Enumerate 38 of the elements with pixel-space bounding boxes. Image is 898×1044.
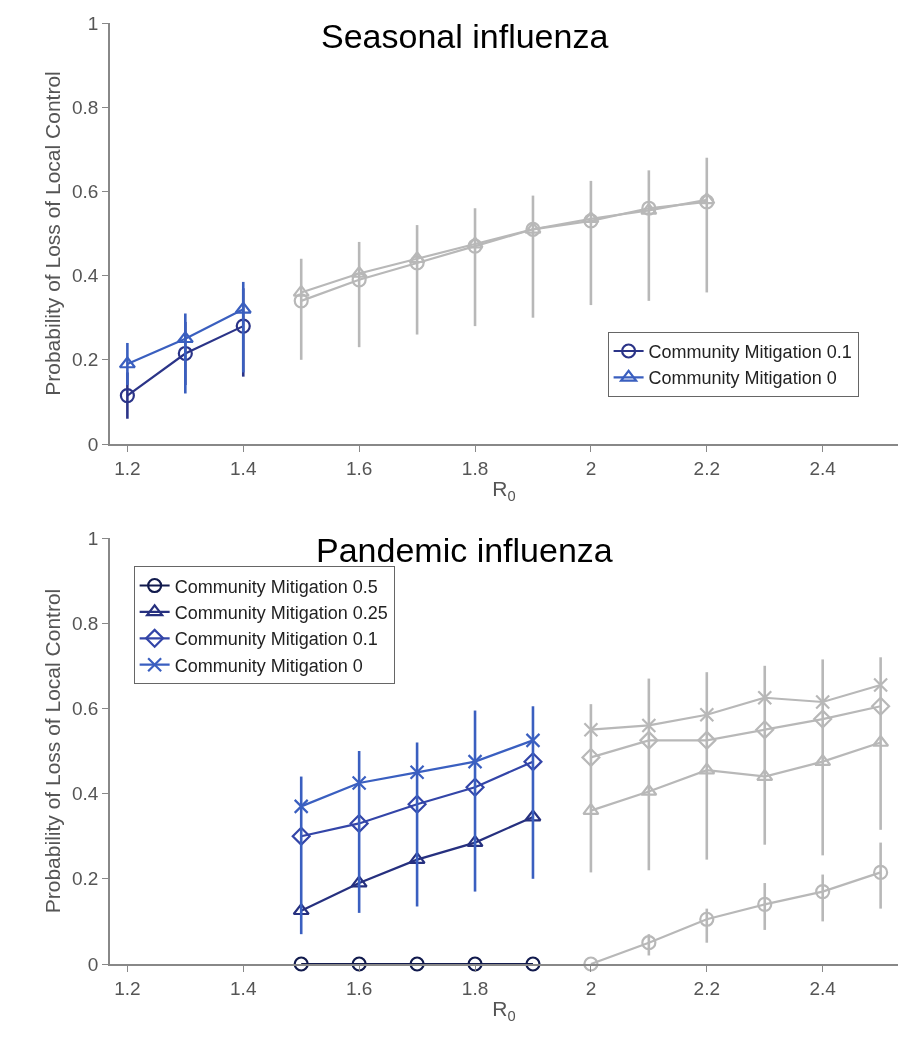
legend-label: Community Mitigation 0 xyxy=(174,655,363,676)
x-tick-label: 1.6 xyxy=(345,977,373,999)
y-tick-label: 0.2 xyxy=(72,349,99,371)
chart-title: Seasonal influenza xyxy=(321,17,609,55)
y-tick-label: 0.8 xyxy=(72,96,99,118)
x-tick-label: 2.2 xyxy=(693,457,720,479)
y-tick-label: 0.6 xyxy=(72,181,99,203)
y-tick-label: 0 xyxy=(87,433,99,455)
y-tick-label: 0.4 xyxy=(72,265,99,287)
x-tick-label: 2 xyxy=(585,457,597,479)
y-tick-label: 1 xyxy=(87,12,99,34)
x-tick-label: 1.8 xyxy=(461,457,489,479)
y-tick-label: 0.6 xyxy=(72,698,99,720)
x-tick-label: 2.4 xyxy=(809,457,837,479)
x-tick-label: 1.6 xyxy=(345,457,373,479)
y-axis-title: Probability of Loss of Local Control xyxy=(40,588,64,914)
y-tick-label: 1 xyxy=(87,527,99,549)
y-tick-label: 0 xyxy=(87,953,99,975)
x-tick-label: 1.8 xyxy=(461,977,489,999)
legend-label: Community Mitigation 0.25 xyxy=(174,602,388,623)
y-tick-label: 0.2 xyxy=(72,868,99,890)
x-tick-label: 1.4 xyxy=(230,457,257,479)
x-tick-label: 1.2 xyxy=(114,977,141,999)
x-tick-label: 1.2 xyxy=(114,457,141,479)
x-tick-label: 2.2 xyxy=(693,977,720,999)
legend-label: Community Mitigation 0.5 xyxy=(174,576,378,597)
chart-title: Pandemic influenza xyxy=(316,531,613,569)
y-tick-label: 0.8 xyxy=(72,612,99,634)
legend-label: Community Mitigation 0 xyxy=(648,368,837,389)
x-axis-title: R$_{0}$ xyxy=(492,997,516,1024)
legend-label: Community Mitigation 0.1 xyxy=(648,342,852,363)
x-tick-label: 1.4 xyxy=(230,977,257,999)
x-axis-title: R$_{0}$ xyxy=(492,477,516,504)
x-tick-label: 2.4 xyxy=(809,977,837,999)
x-tick-label: 2 xyxy=(585,977,597,999)
legend-label: Community Mitigation 0.1 xyxy=(174,629,378,650)
y-axis-title: Probability of Loss of Local Control xyxy=(40,71,64,396)
y-tick-label: 0.4 xyxy=(72,783,99,805)
